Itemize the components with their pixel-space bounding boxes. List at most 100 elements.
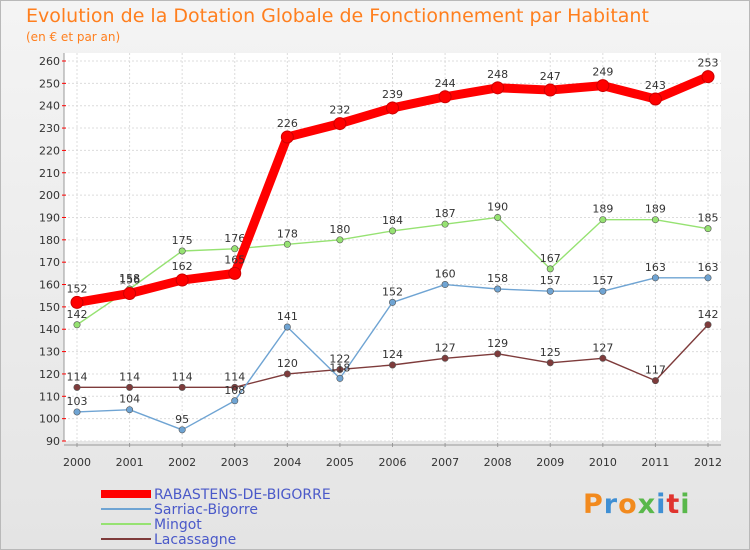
y-tick-label: 250 <box>39 77 60 90</box>
data-label: 152 <box>67 282 88 295</box>
data-label: 175 <box>172 234 193 247</box>
x-tick-label: 2006 <box>379 456 407 469</box>
data-label: 114 <box>172 370 193 383</box>
data-point <box>175 273 189 287</box>
y-tick-label: 130 <box>39 346 60 359</box>
data-label: 176 <box>224 232 245 245</box>
data-point <box>494 285 502 293</box>
data-label: 114 <box>67 370 88 383</box>
data-point <box>651 274 659 282</box>
data-label: 180 <box>329 223 350 236</box>
data-label: 239 <box>382 88 403 101</box>
data-point <box>231 383 239 391</box>
y-tick-label: 100 <box>39 413 60 426</box>
x-tick-label: 2001 <box>116 456 144 469</box>
y-tick-label: 150 <box>39 301 60 314</box>
data-label: 187 <box>435 207 456 220</box>
data-label: 152 <box>382 285 403 298</box>
data-point <box>333 117 347 131</box>
y-tick-label: 260 <box>39 55 60 68</box>
data-label: 141 <box>277 310 298 323</box>
data-point <box>228 266 242 280</box>
data-point <box>126 383 134 391</box>
data-label: 190 <box>487 200 508 213</box>
data-label: 108 <box>224 384 245 397</box>
data-point <box>438 90 452 104</box>
series-lacassagne: 114 114 114 114 120 122 124 127 129 125 127 117 142 <box>67 308 719 391</box>
data-label: 127 <box>592 341 613 354</box>
logo-letter: i <box>680 489 691 520</box>
data-point <box>704 225 712 233</box>
x-tick-label: 2007 <box>431 456 459 469</box>
data-label: 117 <box>645 364 666 377</box>
data-point <box>386 101 399 115</box>
series-sarriac-bigorre: 103 104 95 108 141 118 152 160 158 157 157 163 163 <box>67 261 719 434</box>
x-tick-label: 2012 <box>694 456 722 469</box>
data-point <box>123 286 137 300</box>
data-point <box>546 359 554 367</box>
data-point <box>599 354 607 362</box>
x-tick-label: 2005 <box>326 456 354 469</box>
data-label: 189 <box>645 203 666 216</box>
y-tick-label: 200 <box>39 189 60 202</box>
data-label: 249 <box>592 66 613 79</box>
data-point <box>283 323 291 331</box>
data-point <box>178 383 186 391</box>
data-label: 95 <box>175 413 189 426</box>
logo-letter: o <box>618 489 638 520</box>
data-point <box>231 245 239 253</box>
series-rabastens-de-bigorre: 152 156 162 165 226 232 239 244 248 247 249 243 253 <box>67 57 719 309</box>
logo-letter: i <box>656 489 667 520</box>
data-label: 142 <box>698 308 719 321</box>
data-label: 157 <box>592 274 613 287</box>
data-point <box>336 236 344 244</box>
x-tick-label: 2002 <box>168 456 196 469</box>
y-tick-label: 120 <box>39 368 60 381</box>
data-label: 129 <box>487 337 508 350</box>
data-point <box>543 83 557 97</box>
legend-label: Mingot <box>154 517 202 533</box>
x-axis-ticks: 2000 2001 2002 2003 2004 2005 2006 2007 2008 2009… <box>63 443 722 469</box>
data-point <box>441 220 449 228</box>
y-tick-label: 110 <box>39 390 60 403</box>
data-label: 248 <box>487 68 508 81</box>
data-label: 104 <box>119 393 140 406</box>
data-point <box>441 281 449 289</box>
y-tick-label: 210 <box>39 167 60 180</box>
data-label: 114 <box>119 370 140 383</box>
data-point <box>388 227 396 235</box>
data-label: 178 <box>277 227 298 240</box>
data-label: 124 <box>382 348 403 361</box>
y-tick-label: 160 <box>39 279 60 292</box>
data-point <box>73 383 81 391</box>
chart-title: Evolution de la Dotation Globale de Fonc… <box>26 5 649 27</box>
data-point <box>388 361 396 369</box>
data-label: 127 <box>435 341 456 354</box>
data-label: 157 <box>540 274 561 287</box>
data-point <box>596 79 610 93</box>
data-label: 244 <box>435 77 456 90</box>
data-point <box>283 370 291 378</box>
data-point <box>599 216 607 224</box>
data-point <box>494 213 502 221</box>
y-tick-label: 230 <box>39 122 60 135</box>
logo-letter: P <box>583 489 604 520</box>
data-point <box>126 406 134 414</box>
data-point <box>546 265 554 273</box>
y-tick-label: 190 <box>39 211 60 224</box>
data-label: 167 <box>540 252 561 265</box>
data-label: 243 <box>645 79 666 92</box>
x-tick-label: 2011 <box>641 456 669 469</box>
legend-label: Lacassagne <box>154 532 236 548</box>
legend-label: Sarriac-Bigorre <box>154 502 258 518</box>
data-point <box>336 374 344 382</box>
data-label: 184 <box>382 214 403 227</box>
data-point <box>388 298 396 306</box>
y-axis-ticks: 90 100 110 120 130 140 150 160 170 180 190 200 210 22… <box>39 55 66 448</box>
data-label: 142 <box>67 308 88 321</box>
data-point <box>599 287 607 295</box>
legend-label: RABASTENS-DE-BIGORRE <box>154 487 331 503</box>
